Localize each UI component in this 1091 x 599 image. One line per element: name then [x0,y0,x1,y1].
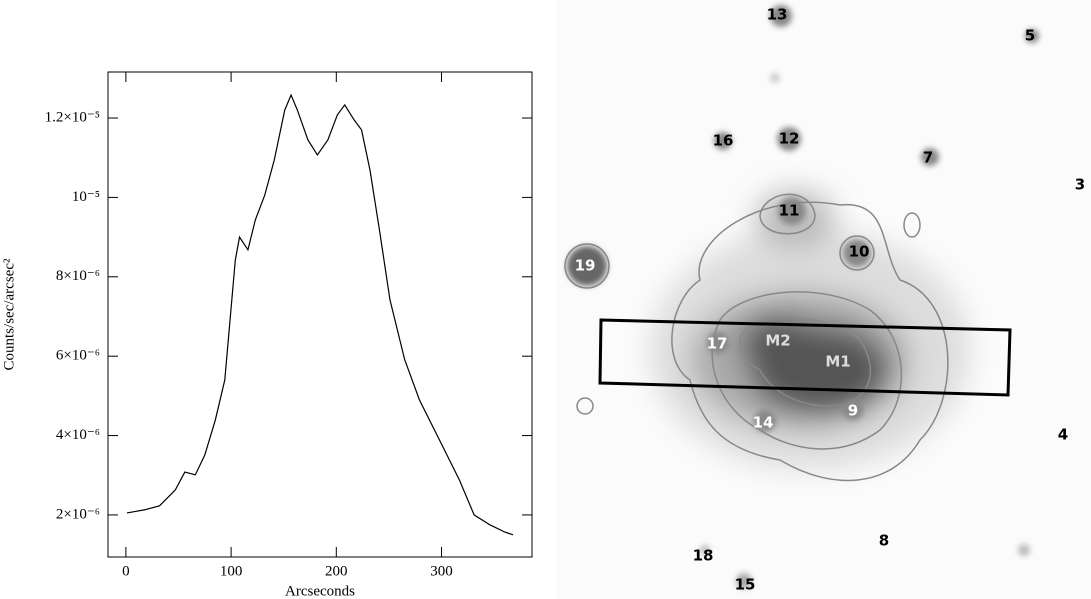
image-label: 3 [1075,176,1085,194]
sky-image [556,0,1091,599]
data-line [126,93,514,536]
image-label: 5 [1025,27,1035,45]
y-tick-label: 10⁻⁵ [72,189,100,205]
image-label: 12 [779,130,800,148]
image-label: 9 [848,402,858,420]
image-label: 18 [693,547,714,565]
image-label: 16 [713,132,734,150]
y-tick-label: 2×10⁻⁶ [56,506,100,522]
image-label: 7 [923,149,933,167]
x-tick-label: 100 [220,563,243,579]
y-tick-label: 1.2×10⁻⁵ [45,109,100,125]
image-label: M1 [825,353,850,371]
y-tick-label: 4×10⁻⁶ [56,427,100,443]
y-tick-label: 8×10⁻⁶ [56,268,100,284]
y-axis-label: Counts/sec/arcsec² [1,258,17,370]
x-tick-label: 0 [122,563,130,579]
image-label: 8 [879,532,889,550]
image-label: M2 [765,332,790,350]
x-tick-label: 300 [430,563,453,579]
x-axis-label: Arcseconds [285,583,355,599]
image-label: 17 [707,335,728,353]
image-label: 13 [767,6,788,24]
x-tick-label: 200 [325,563,348,579]
image-label: 10 [849,243,870,261]
plot-frame [107,71,533,558]
image-label: 11 [779,202,800,220]
image-label: 15 [735,576,756,594]
y-tick-label: 6×10⁻⁶ [56,348,100,364]
image-label: 19 [575,257,596,275]
image-label: 14 [753,414,774,432]
image-label: 4 [1058,426,1068,444]
